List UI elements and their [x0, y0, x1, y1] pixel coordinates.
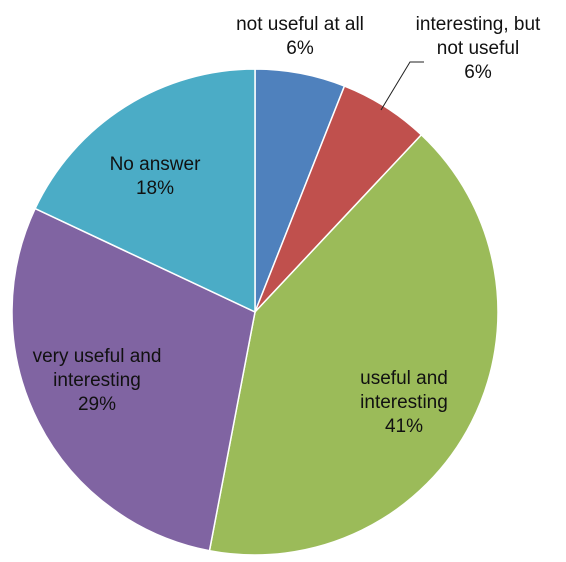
pie-slice-useful-and-interesting	[208, 133, 499, 556]
pie-slice-no-answer	[34, 68, 256, 314]
data-label-useful-and-interesting: useful and interesting 41%	[360, 368, 448, 437]
leader-lines	[380, 61, 424, 111]
data-label-no-answer: No answer 18%	[110, 154, 201, 199]
data-label-line: 29%	[78, 394, 116, 415]
data-label-line: very useful and	[33, 346, 162, 367]
data-label-line: 18%	[136, 178, 174, 199]
data-label-line: not useful at all	[236, 14, 364, 35]
data-label-line: No answer	[110, 154, 201, 175]
data-label-line: not useful	[437, 38, 519, 59]
labels-layer: not useful at all 6% interesting, but not u…	[33, 14, 541, 437]
slices-layer	[11, 68, 499, 556]
data-label-interesting-but-not-useful: interesting, but not useful 6%	[416, 14, 541, 83]
data-label-line: useful and	[360, 368, 448, 389]
data-label-line: interesting	[53, 370, 141, 391]
data-label-line: 41%	[385, 416, 423, 437]
data-label-not-useful-at-all: not useful at all 6%	[236, 14, 364, 59]
data-label-very-useful-and-interesting: very useful and interesting 29%	[33, 346, 162, 415]
data-label-line: interesting	[360, 392, 448, 413]
leader-line-1	[380, 61, 424, 111]
data-label-line: 6%	[464, 62, 492, 83]
data-label-line: 6%	[286, 38, 314, 59]
pie-slice-very-useful-and-interesting	[11, 207, 256, 552]
data-label-line: interesting, but	[416, 14, 541, 35]
